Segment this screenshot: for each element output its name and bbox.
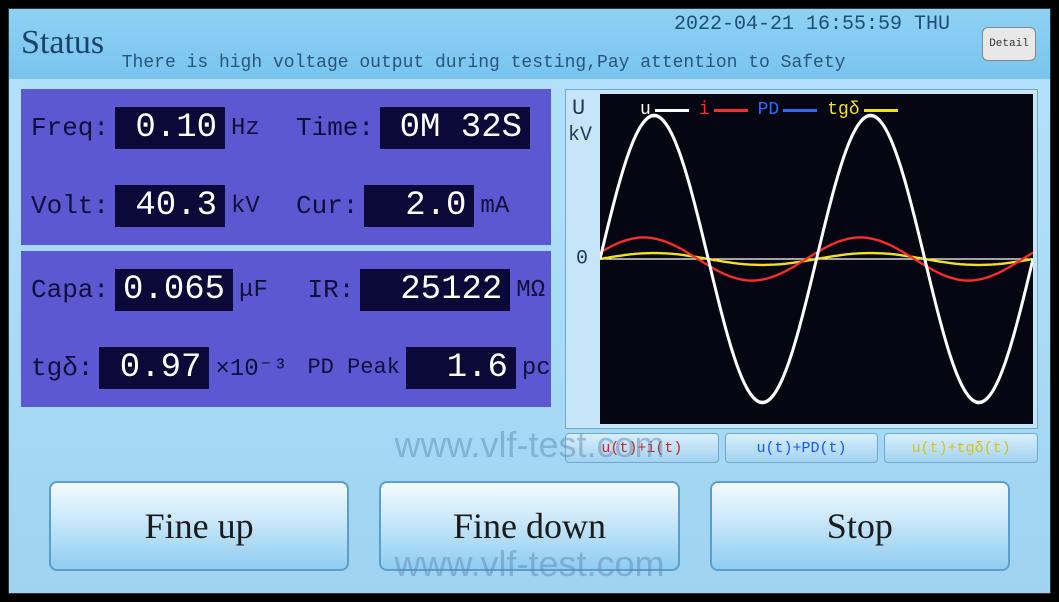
status-message: There is high voltage output during test… bbox=[122, 53, 846, 73]
readout-cur: Cur: 2.0 mA bbox=[286, 167, 551, 245]
screen: Status There is high voltage output duri… bbox=[8, 8, 1051, 594]
volt-unit: kV bbox=[231, 193, 260, 220]
scope-zero-label: 0 bbox=[576, 248, 588, 271]
capa-unit: μF bbox=[239, 277, 268, 304]
freq-value: 0.10 bbox=[115, 107, 225, 149]
ir-label: IR: bbox=[307, 275, 354, 305]
cur-label: Cur: bbox=[296, 191, 358, 221]
readouts-panel: Freq: 0.10 Hz Time: 0M 32S Volt: 40.3 kV… bbox=[21, 89, 551, 463]
capa-label: Capa: bbox=[31, 275, 109, 305]
status-datetime: 2022-04-21 16:55:59 THU bbox=[674, 13, 950, 36]
readout-block-bottom: Capa: 0.065 μF IR: 25122 MΩ tgδ: 0.97 ×1… bbox=[21, 251, 551, 407]
fine-up-button[interactable]: Fine up bbox=[49, 481, 349, 571]
tgd-unit: ×10⁻³ bbox=[215, 353, 287, 383]
ir-unit: MΩ bbox=[516, 277, 545, 304]
scope-svg bbox=[600, 94, 1033, 424]
detail-button[interactable]: Detail bbox=[982, 27, 1036, 61]
scope-panel: U kV 0 t u i PD bbox=[565, 89, 1038, 463]
tgd-value: 0.97 bbox=[99, 347, 209, 389]
button-row: Fine up Fine down Stop bbox=[9, 463, 1050, 593]
volt-value: 40.3 bbox=[115, 185, 225, 227]
volt-label: Volt: bbox=[31, 191, 109, 221]
pd-label: PD Peak bbox=[307, 356, 399, 379]
time-label: Time: bbox=[296, 113, 374, 143]
status-title: Status bbox=[21, 13, 104, 73]
scope-tabs: u(t)+i(t) u(t)+PD(t) u(t)+tgδ(t) bbox=[565, 433, 1038, 463]
time-value: 0M 32S bbox=[380, 107, 530, 149]
scope-frame: U kV 0 t u i PD bbox=[565, 89, 1038, 429]
freq-unit: Hz bbox=[231, 115, 260, 142]
readout-block-top: Freq: 0.10 Hz Time: 0M 32S Volt: 40.3 kV… bbox=[21, 89, 551, 245]
pd-value: 1.6 bbox=[406, 347, 516, 389]
readout-volt: Volt: 40.3 kV bbox=[21, 167, 286, 245]
tgd-label: tgδ: bbox=[31, 353, 93, 383]
capa-value: 0.065 bbox=[115, 269, 233, 311]
scope-tab-utgd[interactable]: u(t)+tgδ(t) bbox=[884, 433, 1038, 463]
readout-capa: Capa: 0.065 μF bbox=[21, 251, 297, 329]
cur-value: 2.0 bbox=[364, 185, 474, 227]
readout-time: Time: 0M 32S bbox=[286, 89, 551, 167]
readout-freq: Freq: 0.10 Hz bbox=[21, 89, 286, 167]
scope-tab-ui[interactable]: u(t)+i(t) bbox=[565, 433, 719, 463]
scope-y-unit: kV bbox=[568, 124, 592, 147]
readout-tgd: tgδ: 0.97 ×10⁻³ bbox=[21, 329, 297, 407]
scope-tab-upd[interactable]: u(t)+PD(t) bbox=[725, 433, 879, 463]
pd-unit: pc bbox=[522, 355, 551, 382]
readout-ir: IR: 25122 MΩ bbox=[297, 251, 560, 329]
stop-button[interactable]: Stop bbox=[710, 481, 1010, 571]
scope-y-label: U bbox=[572, 96, 585, 121]
main-row: Freq: 0.10 Hz Time: 0M 32S Volt: 40.3 kV… bbox=[9, 79, 1050, 463]
readout-pd: PD Peak 1.6 pc bbox=[297, 329, 560, 407]
scope-plot: u i PD tgδ bbox=[600, 94, 1033, 424]
cur-unit: mA bbox=[480, 193, 509, 220]
status-bar: Status There is high voltage output duri… bbox=[9, 9, 1050, 79]
freq-label: Freq: bbox=[31, 113, 109, 143]
ir-value: 25122 bbox=[360, 269, 510, 311]
fine-down-button[interactable]: Fine down bbox=[379, 481, 679, 571]
